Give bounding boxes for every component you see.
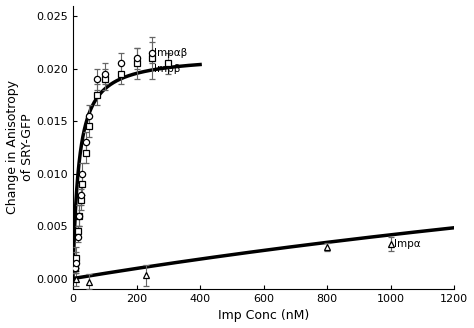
Text: Impβ: Impβ <box>154 64 181 73</box>
Text: Impα: Impα <box>394 239 420 249</box>
Text: Impαβ: Impαβ <box>154 48 187 58</box>
X-axis label: Imp Conc (nM): Imp Conc (nM) <box>218 309 310 322</box>
Y-axis label: Change in Anisotropy
of SRY-GFP: Change in Anisotropy of SRY-GFP <box>6 80 34 214</box>
